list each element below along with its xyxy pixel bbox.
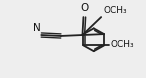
Text: O: O [80, 3, 89, 13]
Text: OCH₃: OCH₃ [111, 40, 135, 49]
Text: N: N [33, 23, 41, 33]
Text: OCH₃: OCH₃ [103, 6, 127, 15]
